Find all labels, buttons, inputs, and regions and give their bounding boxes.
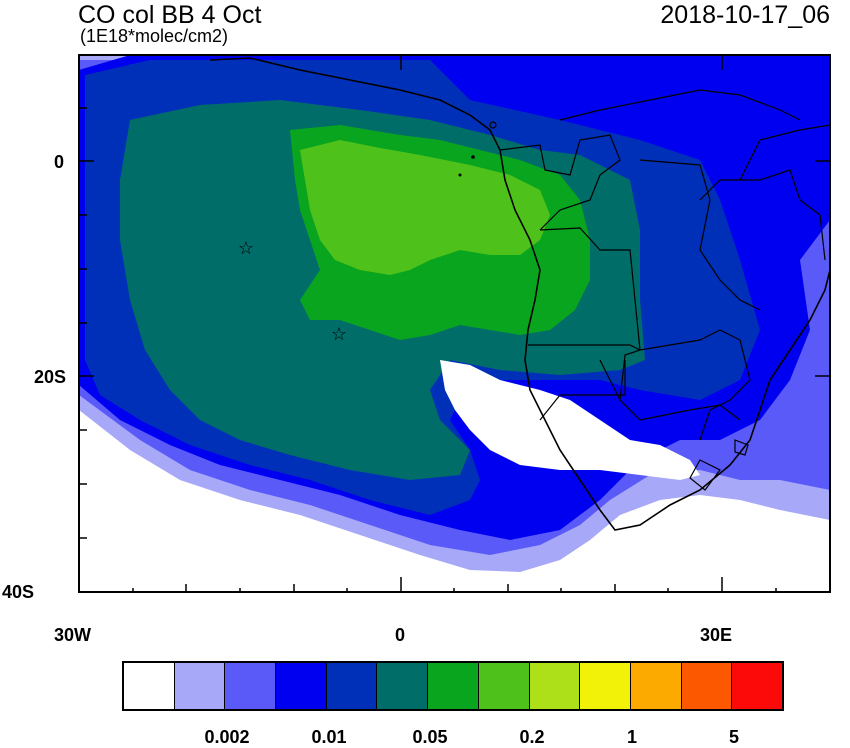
colorbar — [122, 661, 784, 711]
colorbar-box — [276, 663, 327, 709]
colorbar-label: 0.002 — [204, 727, 250, 747]
lon-label-30e: 30E — [700, 625, 733, 645]
star-marker-1: ☆ — [237, 238, 255, 258]
co-field-level-7 — [300, 140, 550, 275]
country-borders — [499, 89, 830, 491]
lon-label-30w: 30W — [54, 625, 92, 645]
lat-label-40s: 40S — [2, 582, 35, 602]
island-dot — [489, 121, 497, 129]
map-timestamp: 2018-10-17_06 — [660, 1, 830, 29]
colorbar-box — [580, 663, 631, 709]
lat-label-0: 0 — [54, 152, 65, 172]
colorbar-box — [681, 663, 733, 709]
colorbar-box — [529, 663, 581, 709]
colorbar-box — [377, 663, 429, 709]
colorbar-label: 0.05 — [412, 727, 448, 747]
clean-air-region — [440, 360, 700, 480]
colorbar-box — [124, 663, 175, 709]
colorbar-box — [326, 663, 378, 709]
colorbar-label: 1 — [626, 727, 638, 747]
africa-coastline — [209, 57, 830, 531]
lat-label-20s: 20S — [34, 367, 67, 387]
colorbar-label: 5 — [728, 727, 740, 747]
colorbar-box — [428, 663, 479, 709]
map-subtitle-units: (1E18*molec/cm2) — [80, 26, 229, 46]
colorbar-label: 0.2 — [519, 727, 545, 747]
map-plot — [78, 54, 831, 593]
plot-frame — [78, 54, 831, 593]
colorbar-box — [174, 663, 226, 709]
colorbar-box — [732, 663, 782, 709]
island-dot — [471, 155, 475, 159]
grid-ticks — [79, 55, 830, 592]
colorbar-label: 0.01 — [311, 727, 347, 747]
island-dot — [458, 173, 462, 177]
colorbar-box — [478, 663, 530, 709]
map-title: CO col BB 4 Oct — [78, 1, 262, 29]
colorbar-box — [225, 663, 277, 709]
star-marker-2: ☆ — [330, 324, 348, 344]
lon-label-0: 0 — [395, 625, 406, 645]
colorbar-box — [630, 663, 682, 709]
